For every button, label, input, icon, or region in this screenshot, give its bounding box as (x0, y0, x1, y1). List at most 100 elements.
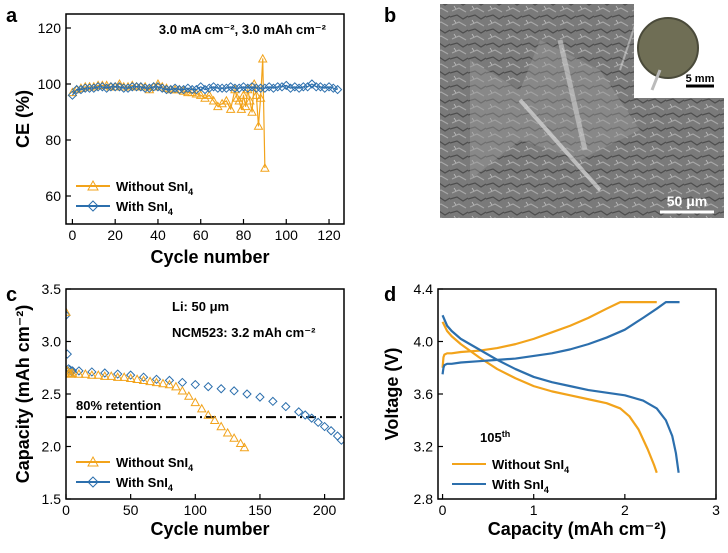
data-point-diamond (326, 426, 336, 436)
data-point-diamond (177, 377, 188, 388)
x-tick-label: 200 (313, 502, 337, 518)
legend-label-subscript: 4 (168, 207, 173, 217)
series-line (72, 58, 266, 169)
legend-label-main: Without SnI (116, 455, 188, 470)
cycle-number: 105 (480, 430, 502, 445)
y-tick-label: 1.5 (42, 491, 62, 507)
data-point-triangle (225, 104, 236, 113)
y-tick-label: 3.5 (42, 281, 62, 297)
panel-d-frame (437, 288, 717, 500)
data-point-triangle (80, 369, 91, 378)
legend-label-subscript: 4 (188, 187, 193, 197)
data-point-triangle (87, 455, 99, 467)
data-point-triangle (74, 369, 84, 378)
data-point-diamond (294, 407, 304, 417)
x-tick-label: 80 (236, 227, 252, 243)
data-point-triangle (216, 421, 227, 431)
panel-c: 0 50 100 150 200 1.5 2.0 2.5 3.0 3.5 Li: 50 μm NC… (13, 281, 345, 539)
panel-c-annotation-ncm: NCM523: 3.2 mAh cm⁻² (172, 325, 316, 340)
discharge-curve (441, 321, 658, 474)
data-point-diamond (251, 83, 262, 93)
x-tick-label: 100 (184, 502, 208, 518)
data-point-triangle (66, 369, 77, 378)
x-tick-label: 60 (193, 227, 209, 243)
y-tick-label: 2.0 (42, 439, 62, 455)
data-point-triangle (106, 371, 117, 380)
data-point-diamond (76, 84, 86, 95)
legend-label: Without SnI4 (116, 455, 193, 473)
panel-b-letter: b (384, 5, 396, 27)
legend-label-subscript: 4 (544, 485, 549, 495)
y-tick-label: 2.5 (42, 386, 62, 402)
data-point-diamond (294, 83, 304, 93)
data-point-diamond (306, 413, 317, 423)
panel-a-letter: a (6, 5, 18, 27)
panel-c-ylabel: Capacity (mAh cm⁻²) (13, 305, 33, 484)
data-point-diamond (101, 83, 112, 93)
data-point-diamond (313, 417, 323, 428)
data-point-triangle (255, 92, 266, 102)
data-point-diamond (100, 368, 110, 378)
data-point-diamond (166, 84, 176, 95)
data-point-diamond (300, 410, 310, 420)
data-point-triangle (212, 101, 223, 111)
data-point-diamond (307, 79, 317, 89)
data-point-diamond (190, 379, 201, 390)
cycle-suffix: th (502, 429, 511, 439)
y-tick-label: 3.2 (414, 439, 434, 455)
data-point-diamond (234, 83, 244, 93)
sem-needle (518, 98, 602, 192)
panel-a-xlabel: Cycle number (150, 247, 269, 267)
data-point-triangle (87, 370, 97, 379)
panel-c-letter: c (6, 284, 17, 306)
data-point-triangle (204, 90, 215, 99)
data-point-triangle (93, 370, 104, 379)
x-tick-label: 50 (123, 502, 139, 518)
data-point-triangle (138, 375, 149, 385)
data-point-triangle (221, 95, 232, 105)
legend-label-subscript: 4 (564, 465, 569, 475)
data-point-diamond (242, 389, 252, 399)
data-point-triangle (191, 88, 202, 98)
data-point-diamond (123, 83, 133, 93)
panel-c-xlabel: Cycle number (150, 519, 269, 539)
panel-a-frame (65, 13, 345, 225)
data-point-diamond (151, 374, 162, 385)
data-point-diamond (161, 84, 172, 95)
data-point-diamond (87, 476, 99, 488)
panel-a-ylabel: CE (%) (13, 90, 33, 148)
legend-label-subscript: 4 (168, 483, 173, 493)
data-point-diamond (93, 82, 103, 92)
x-tick-label: 0 (439, 502, 447, 518)
data-point-triangle (251, 90, 262, 99)
y-tick-label: 3.0 (42, 334, 62, 350)
data-point-diamond (200, 84, 210, 95)
panel-c-annotation-li: Li: 50 μm (172, 299, 229, 314)
data-point-triangle (119, 372, 130, 381)
data-point-diamond (87, 200, 99, 212)
data-point-diamond (74, 366, 84, 376)
retention-label: 80% retention (76, 398, 161, 413)
data-point-diamond (67, 90, 78, 100)
legend-label: With SnI4 (492, 477, 549, 495)
legend-label-main: With SnI (492, 477, 544, 492)
legend-label-subscript: 4 (188, 463, 193, 473)
legend-label: Without SnI4 (492, 457, 569, 475)
data-point-diamond (87, 367, 97, 377)
data-point-triangle (164, 379, 175, 389)
x-tick-label: 100 (275, 227, 299, 243)
panel-a: 0 20 40 60 80 100 120 60 80 100 120 3.0 mA cm⁻², 3… (13, 13, 345, 267)
x-tick-label: 20 (107, 227, 123, 243)
data-point-diamond (332, 84, 343, 95)
data-point-diamond (285, 83, 296, 93)
data-point-diamond (268, 396, 278, 407)
data-point-diamond (216, 384, 226, 394)
data-point-diamond (336, 435, 344, 445)
data-point-diamond (260, 83, 270, 93)
data-point-diamond (113, 369, 123, 379)
data-point-diamond (243, 83, 253, 93)
data-point-triangle (240, 101, 251, 111)
data-point-diamond (164, 375, 175, 386)
data-point-diamond (84, 83, 95, 93)
legend-label-main: With SnI (116, 199, 168, 214)
